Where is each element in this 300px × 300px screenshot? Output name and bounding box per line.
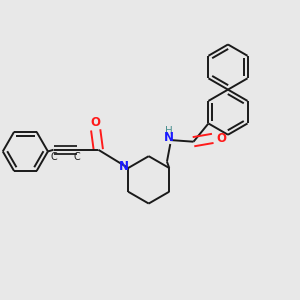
Text: O: O (217, 132, 227, 145)
Text: O: O (91, 116, 101, 129)
Text: N: N (119, 160, 129, 173)
Text: H: H (165, 126, 172, 136)
Text: N: N (164, 131, 174, 144)
Text: C: C (50, 152, 57, 162)
Text: C: C (74, 152, 80, 162)
